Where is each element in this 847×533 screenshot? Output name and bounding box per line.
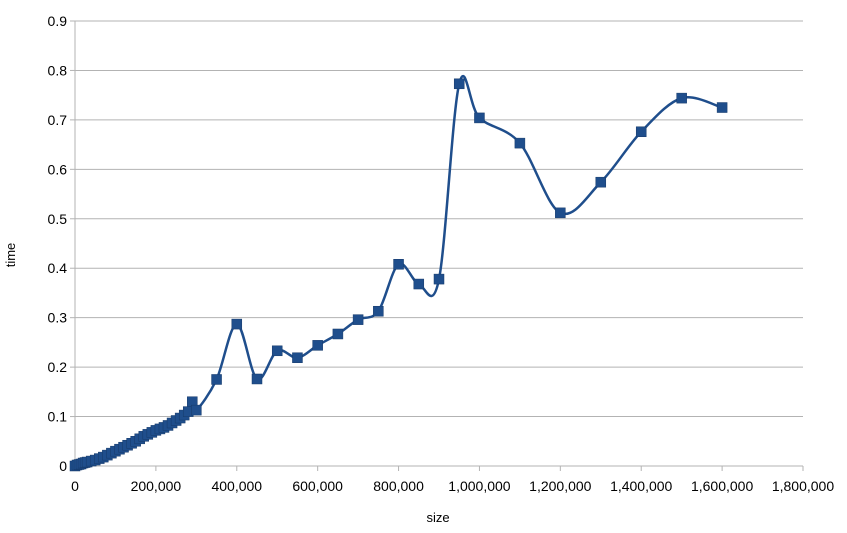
data-point	[231, 318, 243, 330]
data-point	[413, 278, 425, 290]
x-tick-label: 600,000	[292, 478, 343, 494]
data-point	[595, 176, 607, 188]
data-point	[271, 345, 283, 357]
data-point	[635, 126, 647, 138]
series-line	[74, 74, 723, 468]
y-tick-label: 0.3	[48, 310, 68, 326]
y-tick-label: 0.8	[48, 62, 68, 78]
data-point	[191, 404, 202, 416]
gridlines	[75, 20, 803, 418]
data-point	[373, 305, 384, 317]
y-tick-label: 0.5	[48, 211, 68, 227]
y-axis-title: time	[3, 243, 18, 268]
data-point	[332, 328, 344, 340]
y-tick-label: 0.6	[48, 161, 68, 177]
data-point	[433, 273, 445, 285]
data-point	[352, 314, 364, 325]
x-tick-label: 1,800,000	[772, 478, 834, 494]
x-tick-label: 1,400,000	[610, 478, 672, 494]
axes	[70, 20, 804, 471]
y-tick-label: 0.1	[48, 409, 68, 425]
x-axis-title: size	[426, 510, 449, 525]
x-tick-label: 400,000	[211, 478, 262, 494]
data-point	[292, 352, 303, 363]
x-tick-labels: 0 200,000 400,000 600,000 800,000 1,000,000 1,…	[71, 478, 834, 494]
data-point	[453, 78, 465, 90]
data-point	[716, 102, 728, 113]
data-point	[474, 112, 485, 124]
data-point	[555, 207, 566, 219]
y-tick-label: 0.2	[48, 359, 68, 375]
y-tick-label: 0.7	[48, 112, 68, 128]
series-time	[69, 74, 728, 472]
x-tick-label: 1,600,000	[691, 478, 753, 494]
x-tick-label: 0	[71, 478, 79, 494]
x-tick-label: 800,000	[373, 478, 424, 494]
y-tick-label: 0	[59, 458, 67, 474]
y-tick-label: 0.4	[48, 260, 68, 276]
y-tick-labels: 0 0.1 0.2 0.3 0.4 0.5 0.6 0.7 0.8 0.9	[48, 13, 68, 474]
x-tick-label: 1,000,000	[448, 478, 510, 494]
y-tick-label: 0.9	[48, 13, 68, 29]
data-point	[514, 137, 526, 149]
data-point	[676, 92, 687, 104]
data-point	[393, 259, 404, 270]
data-point	[211, 374, 222, 385]
data-point	[312, 340, 323, 351]
x-tick-label: 1,200,000	[529, 478, 591, 494]
data-point	[251, 373, 263, 385]
x-tick-label: 200,000	[131, 478, 182, 494]
